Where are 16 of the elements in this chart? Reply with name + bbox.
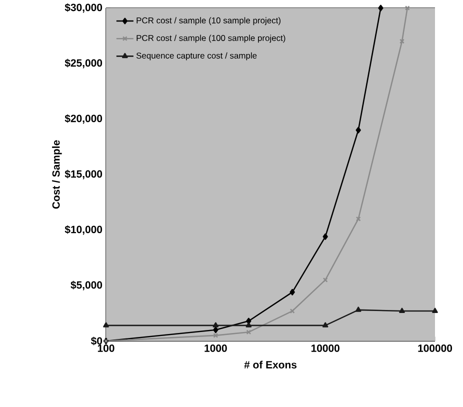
y-axis-title: Cost / Sample [52, 140, 62, 209]
legend-label: PCR cost / sample (100 sample project) [136, 34, 286, 43]
x-axis-title: # of Exons [244, 360, 297, 368]
x-tick-label: 100 [98, 344, 114, 352]
y-tick-label: $20,000 [64, 114, 102, 124]
x-tick-label: 100000 [418, 344, 452, 352]
x-tick-label: 1000 [204, 344, 227, 352]
y-tick-label: $10,000 [64, 225, 102, 235]
y-tick-label: $30,000 [64, 3, 102, 13]
x-tick-label: 10000 [311, 344, 340, 352]
y-tick-label: $5,000 [70, 280, 102, 290]
y-tick-label: $0 [90, 336, 102, 346]
y-tick-label: $15,000 [64, 170, 102, 180]
legend-label: PCR cost / sample (10 sample project) [136, 17, 280, 26]
y-tick-label: $25,000 [64, 58, 102, 68]
legend-label: Sequence capture cost / sample [136, 52, 257, 60]
